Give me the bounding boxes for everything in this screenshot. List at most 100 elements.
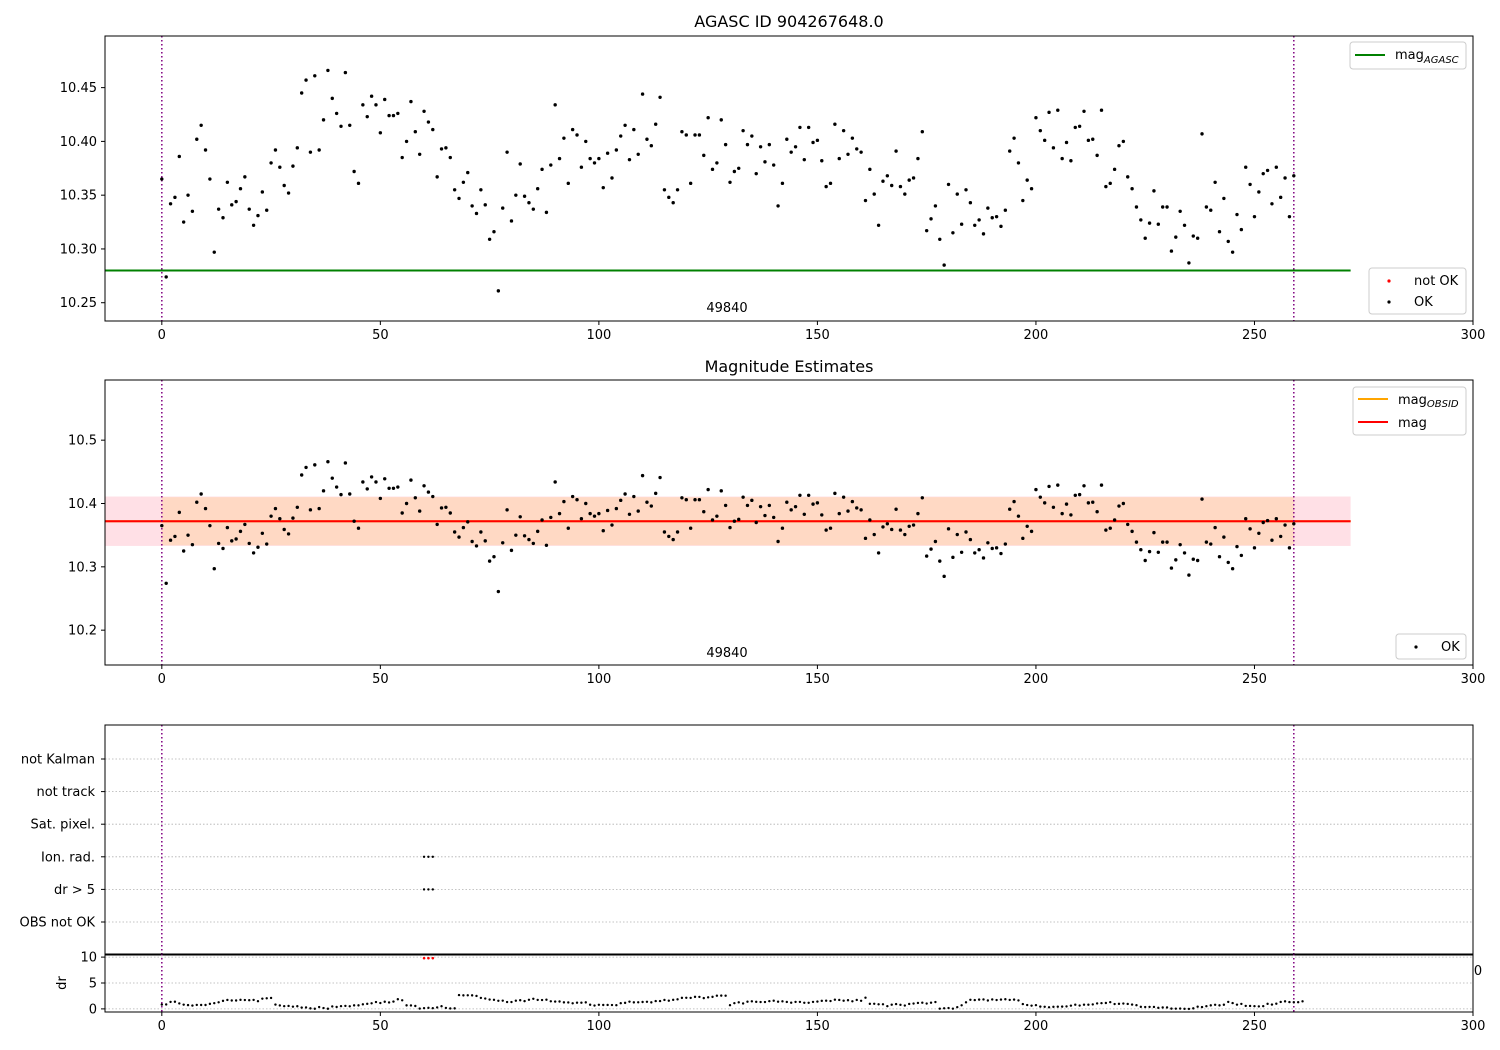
data-point bbox=[688, 526, 693, 530]
data-point bbox=[898, 184, 903, 189]
data-point bbox=[1156, 222, 1161, 226]
data-point bbox=[527, 998, 531, 1001]
data-point bbox=[605, 151, 610, 155]
data-point bbox=[833, 122, 837, 126]
data-point bbox=[667, 195, 671, 200]
data-point bbox=[483, 203, 487, 207]
data-point bbox=[688, 181, 693, 186]
data-point bbox=[186, 533, 190, 537]
data-point bbox=[1077, 492, 1082, 497]
legend-mag-obsid-base: mag bbox=[1398, 393, 1427, 408]
data-point bbox=[251, 551, 256, 555]
data-point bbox=[522, 194, 527, 198]
data-point bbox=[1174, 1007, 1177, 1010]
data-point bbox=[523, 999, 526, 1003]
data-point bbox=[343, 461, 348, 465]
data-point bbox=[1182, 223, 1187, 227]
data-point bbox=[654, 999, 657, 1003]
data-point bbox=[287, 1004, 290, 1008]
data-point bbox=[640, 473, 645, 478]
data-point bbox=[1112, 167, 1117, 172]
data-point bbox=[334, 485, 339, 489]
data-point bbox=[308, 150, 313, 154]
data-point bbox=[605, 508, 610, 513]
data-point bbox=[531, 207, 536, 211]
data-point bbox=[1139, 1005, 1143, 1009]
data-point bbox=[1074, 1003, 1077, 1006]
data-point bbox=[868, 1002, 872, 1006]
data-point bbox=[1135, 1004, 1138, 1007]
panel-4-dr: 0 50 100 150 200 250 300 0 5 10 dr 0 bbox=[55, 951, 1485, 1034]
data-point bbox=[675, 530, 680, 534]
data-point bbox=[335, 1005, 338, 1009]
data-point bbox=[1122, 1002, 1125, 1005]
data-point bbox=[658, 999, 662, 1003]
data-point bbox=[195, 500, 199, 504]
data-point bbox=[868, 518, 872, 522]
data-point bbox=[1008, 998, 1011, 1002]
data-point bbox=[396, 998, 400, 1001]
data-point bbox=[313, 1007, 316, 1010]
data-point bbox=[418, 1007, 421, 1010]
data-point bbox=[479, 530, 483, 534]
data-point bbox=[964, 530, 968, 534]
data-point bbox=[1261, 171, 1265, 176]
data-point bbox=[1030, 1004, 1033, 1007]
data-point bbox=[396, 485, 400, 489]
data-point bbox=[601, 185, 605, 190]
data-point bbox=[1274, 165, 1279, 169]
data-point bbox=[789, 508, 793, 512]
data-point bbox=[230, 539, 234, 543]
legend-ok-marker bbox=[1414, 645, 1418, 649]
data-point bbox=[291, 1005, 295, 1008]
panel-4-plot: 0 50 100 150 200 250 300 0 5 10 bbox=[80, 951, 1485, 1034]
data-point bbox=[593, 1004, 596, 1007]
panel-1-obsid-label: 49840 bbox=[706, 301, 747, 316]
data-point bbox=[1165, 1006, 1169, 1009]
data-point bbox=[627, 157, 632, 162]
data-point bbox=[964, 188, 968, 192]
data-point bbox=[466, 520, 470, 524]
data-point bbox=[977, 548, 981, 552]
data-point bbox=[374, 480, 378, 484]
data-point bbox=[1060, 156, 1064, 161]
data-point bbox=[164, 275, 168, 279]
data-point bbox=[675, 188, 680, 192]
data-point bbox=[422, 109, 426, 113]
data-point bbox=[409, 99, 413, 104]
data-point bbox=[448, 155, 452, 160]
data-point bbox=[636, 509, 640, 513]
data-point bbox=[339, 492, 343, 497]
data-point bbox=[549, 515, 553, 520]
data-point bbox=[977, 218, 981, 222]
data-point bbox=[1252, 546, 1257, 550]
data-point bbox=[584, 139, 588, 144]
data-point bbox=[444, 146, 448, 150]
data-point bbox=[190, 209, 195, 214]
data-point bbox=[1191, 557, 1195, 561]
data-point bbox=[339, 1004, 343, 1008]
data-point bbox=[265, 208, 269, 212]
data-point bbox=[545, 998, 548, 1001]
data-point bbox=[265, 997, 268, 1000]
data-point bbox=[720, 994, 723, 997]
data-point bbox=[1257, 190, 1261, 194]
data-point bbox=[357, 1004, 360, 1007]
data-point bbox=[518, 162, 522, 166]
data-point bbox=[1169, 249, 1174, 253]
panel-1-plot: 0 50 100 150 200 250 300 10.25 10.30 10.35 10.40 10… bbox=[60, 36, 1485, 343]
data-point bbox=[754, 171, 758, 176]
data-point bbox=[488, 998, 491, 1001]
data-point bbox=[1021, 1002, 1025, 1006]
data-point bbox=[256, 545, 260, 549]
data-point bbox=[623, 492, 627, 496]
data-point bbox=[308, 508, 313, 512]
data-point bbox=[610, 523, 614, 527]
data-point bbox=[1226, 239, 1230, 244]
data-point bbox=[1265, 518, 1270, 523]
data-point bbox=[470, 994, 474, 997]
data-point bbox=[449, 1007, 452, 1010]
legend-mag-label: mag bbox=[1398, 416, 1427, 431]
data-point bbox=[1252, 214, 1257, 219]
